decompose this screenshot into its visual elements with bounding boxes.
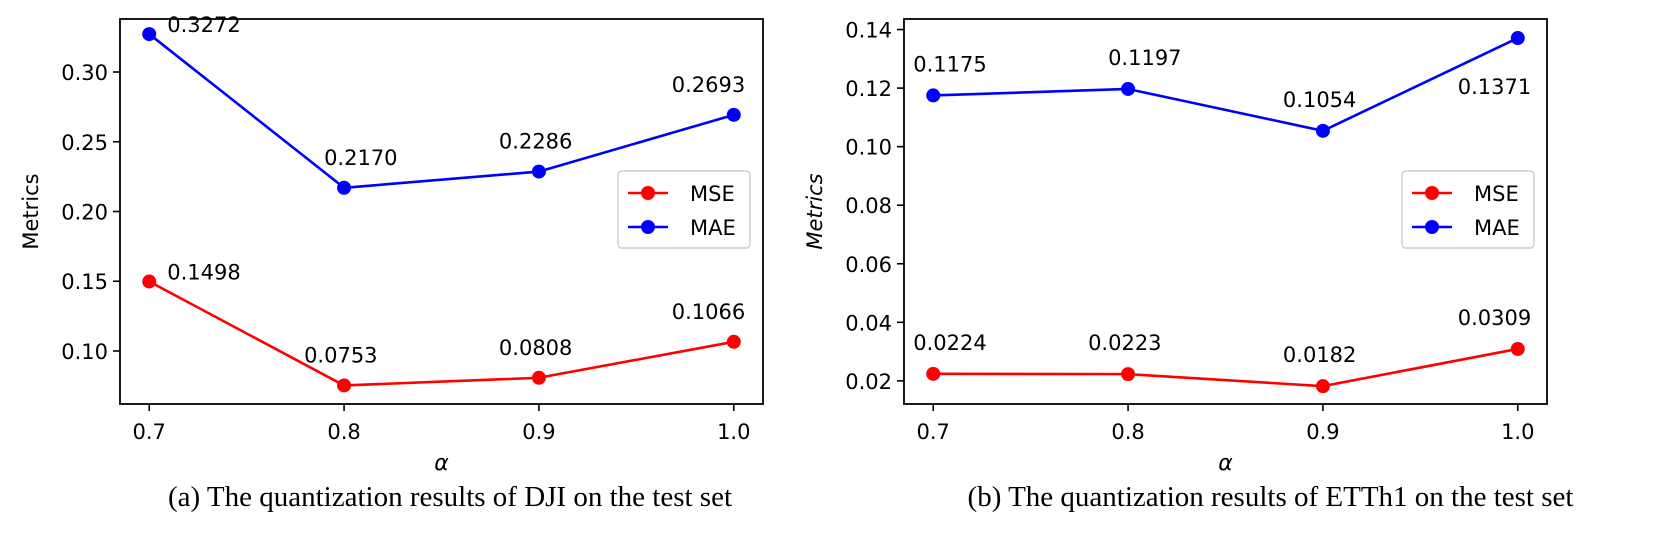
series-line-mae: [148, 33, 735, 190]
data-label-mae: 0.1371: [1458, 75, 1531, 99]
data-point-mse: [1510, 341, 1525, 356]
data-point-mae: [1121, 81, 1136, 96]
legend-label-mse: MSE: [690, 182, 735, 206]
y-axis-label: Metrics: [803, 173, 827, 249]
data-point-mse: [726, 334, 741, 349]
plot-frame: [903, 18, 1548, 405]
x-tick-label: 0.9: [1306, 420, 1339, 444]
y-tick-label: 0.25: [61, 131, 108, 155]
data-label-mae: 0.2693: [672, 73, 745, 97]
y-tick-label: 0.14: [845, 19, 892, 43]
data-label-mse: 0.0753: [304, 343, 377, 367]
data-label-mse: 0.0808: [499, 336, 572, 360]
x-axis-label: α: [1218, 451, 1233, 476]
data-point-mse: [1315, 379, 1330, 394]
x-tick-label: 0.9: [522, 420, 555, 444]
chart-a: 0.10 0.15 0.20 0.25 0.30 0.7 0.8 0.9 1.0 α Metrics…: [19, 13, 764, 476]
x-tick-label: 0.8: [1111, 420, 1144, 444]
data-point-mse: [1121, 367, 1136, 382]
data-label-mse: 0.1066: [672, 300, 745, 324]
data-label-mse: 0.0224: [913, 331, 986, 355]
data-point-mae: [726, 107, 741, 122]
plot-frame: [119, 18, 764, 405]
legend-marker-mae: [1425, 220, 1439, 234]
data-label-mae: 0.3272: [167, 13, 240, 37]
data-label-mae: 0.1197: [1108, 46, 1181, 70]
data-label-mae: 0.2170: [324, 146, 397, 170]
data-point-mae: [1510, 31, 1525, 46]
legend-marker-mse: [1425, 186, 1439, 200]
data-label-mae: 0.2286: [499, 130, 572, 154]
y-tick-label: 0.10: [61, 340, 108, 364]
caption-a: (a) The quantization results of DJI on t…: [167, 481, 732, 513]
x-tick-label: 0.7: [917, 420, 950, 444]
x-tick-label: 0.7: [133, 420, 166, 444]
x-tick-label: 1.0: [1501, 420, 1534, 444]
y-tick-label: 0.06: [845, 253, 892, 277]
y-tick-label: 0.08: [845, 194, 892, 218]
data-label-mae: 0.1175: [913, 52, 986, 76]
data-point-mae: [531, 164, 546, 179]
data-label-mse: 0.0309: [1458, 306, 1531, 330]
legend-marker-mse: [641, 186, 655, 200]
data-point-mae: [337, 180, 352, 195]
y-axis-label: Metrics: [19, 173, 43, 249]
legend-label-mse: MSE: [1474, 182, 1519, 206]
legend-label-mae: MAE: [690, 216, 736, 240]
y-tick-label: 0.04: [845, 311, 892, 335]
series-line-mae: [933, 36, 1519, 133]
series-line-mse: [148, 280, 735, 387]
y-tick-label: 0.20: [61, 201, 108, 225]
y-tick-label: 0.30: [61, 61, 108, 85]
data-point-mae: [1315, 123, 1330, 138]
series-line-mse: [933, 347, 1519, 388]
x-axis-label: α: [434, 451, 449, 476]
legend-marker-mae: [641, 220, 655, 234]
data-label-mse: 0.0223: [1088, 331, 1161, 355]
chart-b: 0.02 0.04 0.06 0.08 0.10 0.12 0.14 0.7 0.8 0.9 1.0…: [803, 18, 1548, 476]
y-tick-label: 0.15: [61, 270, 108, 294]
data-point-mse: [337, 378, 352, 393]
data-point-mse: [142, 274, 157, 289]
data-label-mse: 0.0182: [1283, 343, 1356, 367]
data-point-mse: [926, 366, 941, 381]
data-label-mse: 0.1498: [167, 261, 240, 285]
data-point-mae: [142, 27, 157, 42]
data-label-mae: 0.1054: [1283, 88, 1356, 112]
caption-b: (b) The quantization results of ETTh1 on…: [967, 481, 1574, 513]
y-tick-label: 0.10: [845, 136, 892, 160]
y-tick-label: 0.12: [845, 77, 892, 101]
x-tick-label: 0.8: [327, 420, 360, 444]
legend-label-mae: MAE: [1474, 216, 1520, 240]
data-point-mae: [926, 88, 941, 103]
x-tick-label: 1.0: [717, 420, 750, 444]
data-point-mse: [531, 370, 546, 385]
y-tick-label: 0.02: [845, 370, 892, 394]
